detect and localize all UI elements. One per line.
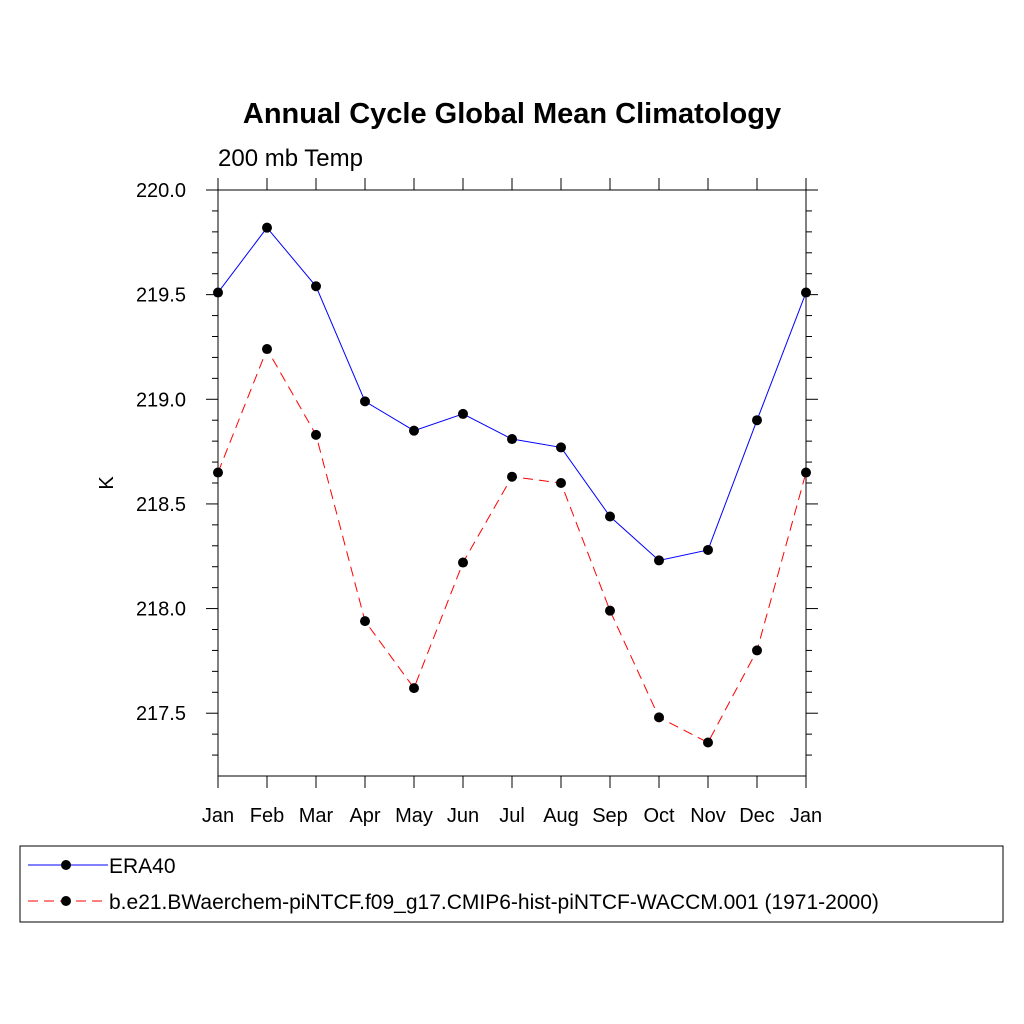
plot-border: [217, 189, 807, 777]
y-axis-label: K: [96, 476, 118, 490]
series-0-point: [213, 287, 223, 298]
series-0-point: [654, 555, 664, 566]
series-1-point: [360, 616, 370, 627]
series-1-point: [556, 478, 566, 488]
legend-marker-model: [61, 896, 71, 906]
plot-frame: [217, 189, 807, 777]
series-1-point: [605, 605, 615, 616]
legend-marker-era40: [61, 860, 71, 870]
y-tick-label: 220.0: [136, 180, 186, 202]
x-tick-label: Dec: [739, 805, 775, 827]
series-1-point: [262, 344, 272, 355]
y-tick-label: 217.5: [136, 703, 186, 725]
series-0-point: [458, 408, 468, 419]
legend-label-era40: ERA40: [109, 855, 176, 878]
y-axis-ticks: 217.5 218.0 218.5 219.0 219.5 220.0: [136, 180, 818, 756]
x-tick-label: Feb: [250, 805, 284, 827]
series-line-1: [217, 347, 807, 744]
series-0-point: [507, 434, 517, 445]
series-0-point: [262, 222, 272, 233]
series-0-point: [703, 544, 713, 555]
series-0-point: [801, 287, 811, 298]
legend-box: [19, 845, 1004, 923]
x-tick-label: Aug: [543, 805, 579, 827]
series-1-point: [801, 467, 811, 478]
series-layer: [213, 222, 811, 748]
x-tick-label: Jun: [447, 805, 479, 827]
series-0-point: [556, 442, 566, 453]
x-tick-label: Mar: [299, 805, 334, 827]
series-1-point: [213, 467, 223, 478]
legend: ERA40 b.e21.BWaerchem-piNTCF.f09_g17.CMI…: [19, 845, 1004, 923]
x-tick-label: Sep: [592, 805, 628, 827]
x-tick-label: Oct: [643, 805, 675, 827]
chart-title: Annual Cycle Global Mean Climatology: [243, 98, 781, 130]
series-1-point: [703, 737, 713, 748]
y-tick-label: 218.0: [136, 599, 186, 621]
series-0-point: [752, 415, 762, 426]
series-1-point: [458, 557, 468, 568]
y-tick-label: 219.0: [136, 389, 186, 411]
x-tick-label: Jul: [499, 805, 525, 827]
series-1-point: [507, 471, 517, 482]
y-tick-label: 218.5: [136, 494, 186, 516]
x-tick-label: May: [395, 805, 433, 827]
y-tick-label: 219.5: [136, 285, 186, 307]
series-0-point: [311, 281, 321, 292]
chart-subtitle: 200 mb Temp: [218, 145, 363, 172]
x-axis-ticks: Jan Feb Mar Apr May Jun Jul Aug Sep Oct Nov Dec Jan: [202, 178, 822, 827]
series-0-point: [605, 511, 615, 522]
series-1-point: [654, 712, 664, 723]
x-tick-label: Apr: [349, 805, 380, 827]
x-tick-label: Nov: [690, 805, 726, 827]
legend-label-model: b.e21.BWaerchem-piNTCF.f09_g17.CMIP6-his…: [109, 891, 879, 914]
series-0-point: [360, 396, 370, 407]
x-tick-label: Jan: [202, 805, 234, 827]
series-0-point: [409, 425, 419, 436]
series-1-point: [409, 683, 419, 694]
series-1-point: [752, 645, 762, 656]
series-1-point: [311, 429, 321, 440]
series-line-0: [217, 226, 807, 561]
x-tick-label: Jan: [790, 805, 822, 827]
